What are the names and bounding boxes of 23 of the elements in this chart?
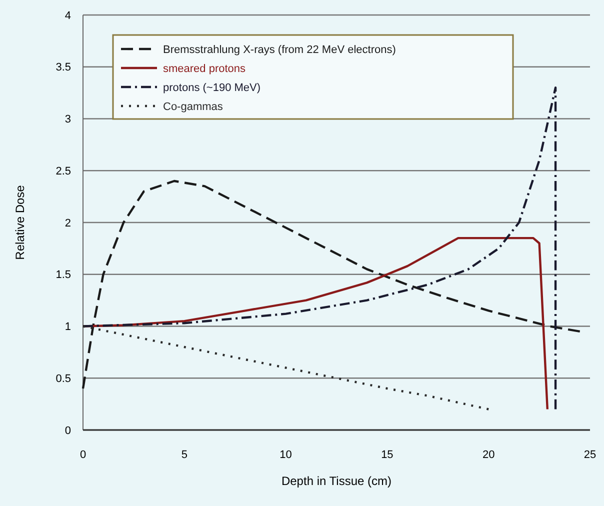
x-tick-label: 15	[381, 449, 394, 461]
y-tick-label: 2	[64, 217, 71, 230]
legend-label: smeared protons	[163, 62, 246, 75]
y-tick-label: 3	[64, 114, 71, 126]
x-tick-label: 20	[482, 449, 495, 461]
y-tick-label: 3.5	[56, 62, 71, 74]
legend-label: protons (~190 MeV)	[163, 82, 261, 94]
legend-label: Co-gammas	[163, 100, 224, 113]
x-tick-label: 10	[280, 449, 292, 461]
y-tick-label: 0.5	[56, 372, 71, 385]
x-tick-label: 0	[80, 449, 86, 461]
x-tick-label: 25	[584, 449, 596, 461]
y-axis-title: Relative Dose	[13, 184, 27, 260]
y-tick-label: 0	[64, 424, 71, 437]
x-tick-label: 5	[181, 449, 188, 461]
y-tick-label: 1.5	[56, 269, 71, 282]
x-axis-title: Depth in Tissue (cm)	[281, 474, 392, 488]
legend-label: Bremsstrahlung X-rays (from 22 MeV electrons)	[163, 44, 396, 56]
y-tick-label: 1	[64, 321, 71, 334]
line-series	[82, 325, 490, 410]
line-series	[82, 180, 581, 390]
y-tick-label: 2.5	[56, 165, 71, 178]
y-tick-label: 4	[64, 10, 71, 22]
